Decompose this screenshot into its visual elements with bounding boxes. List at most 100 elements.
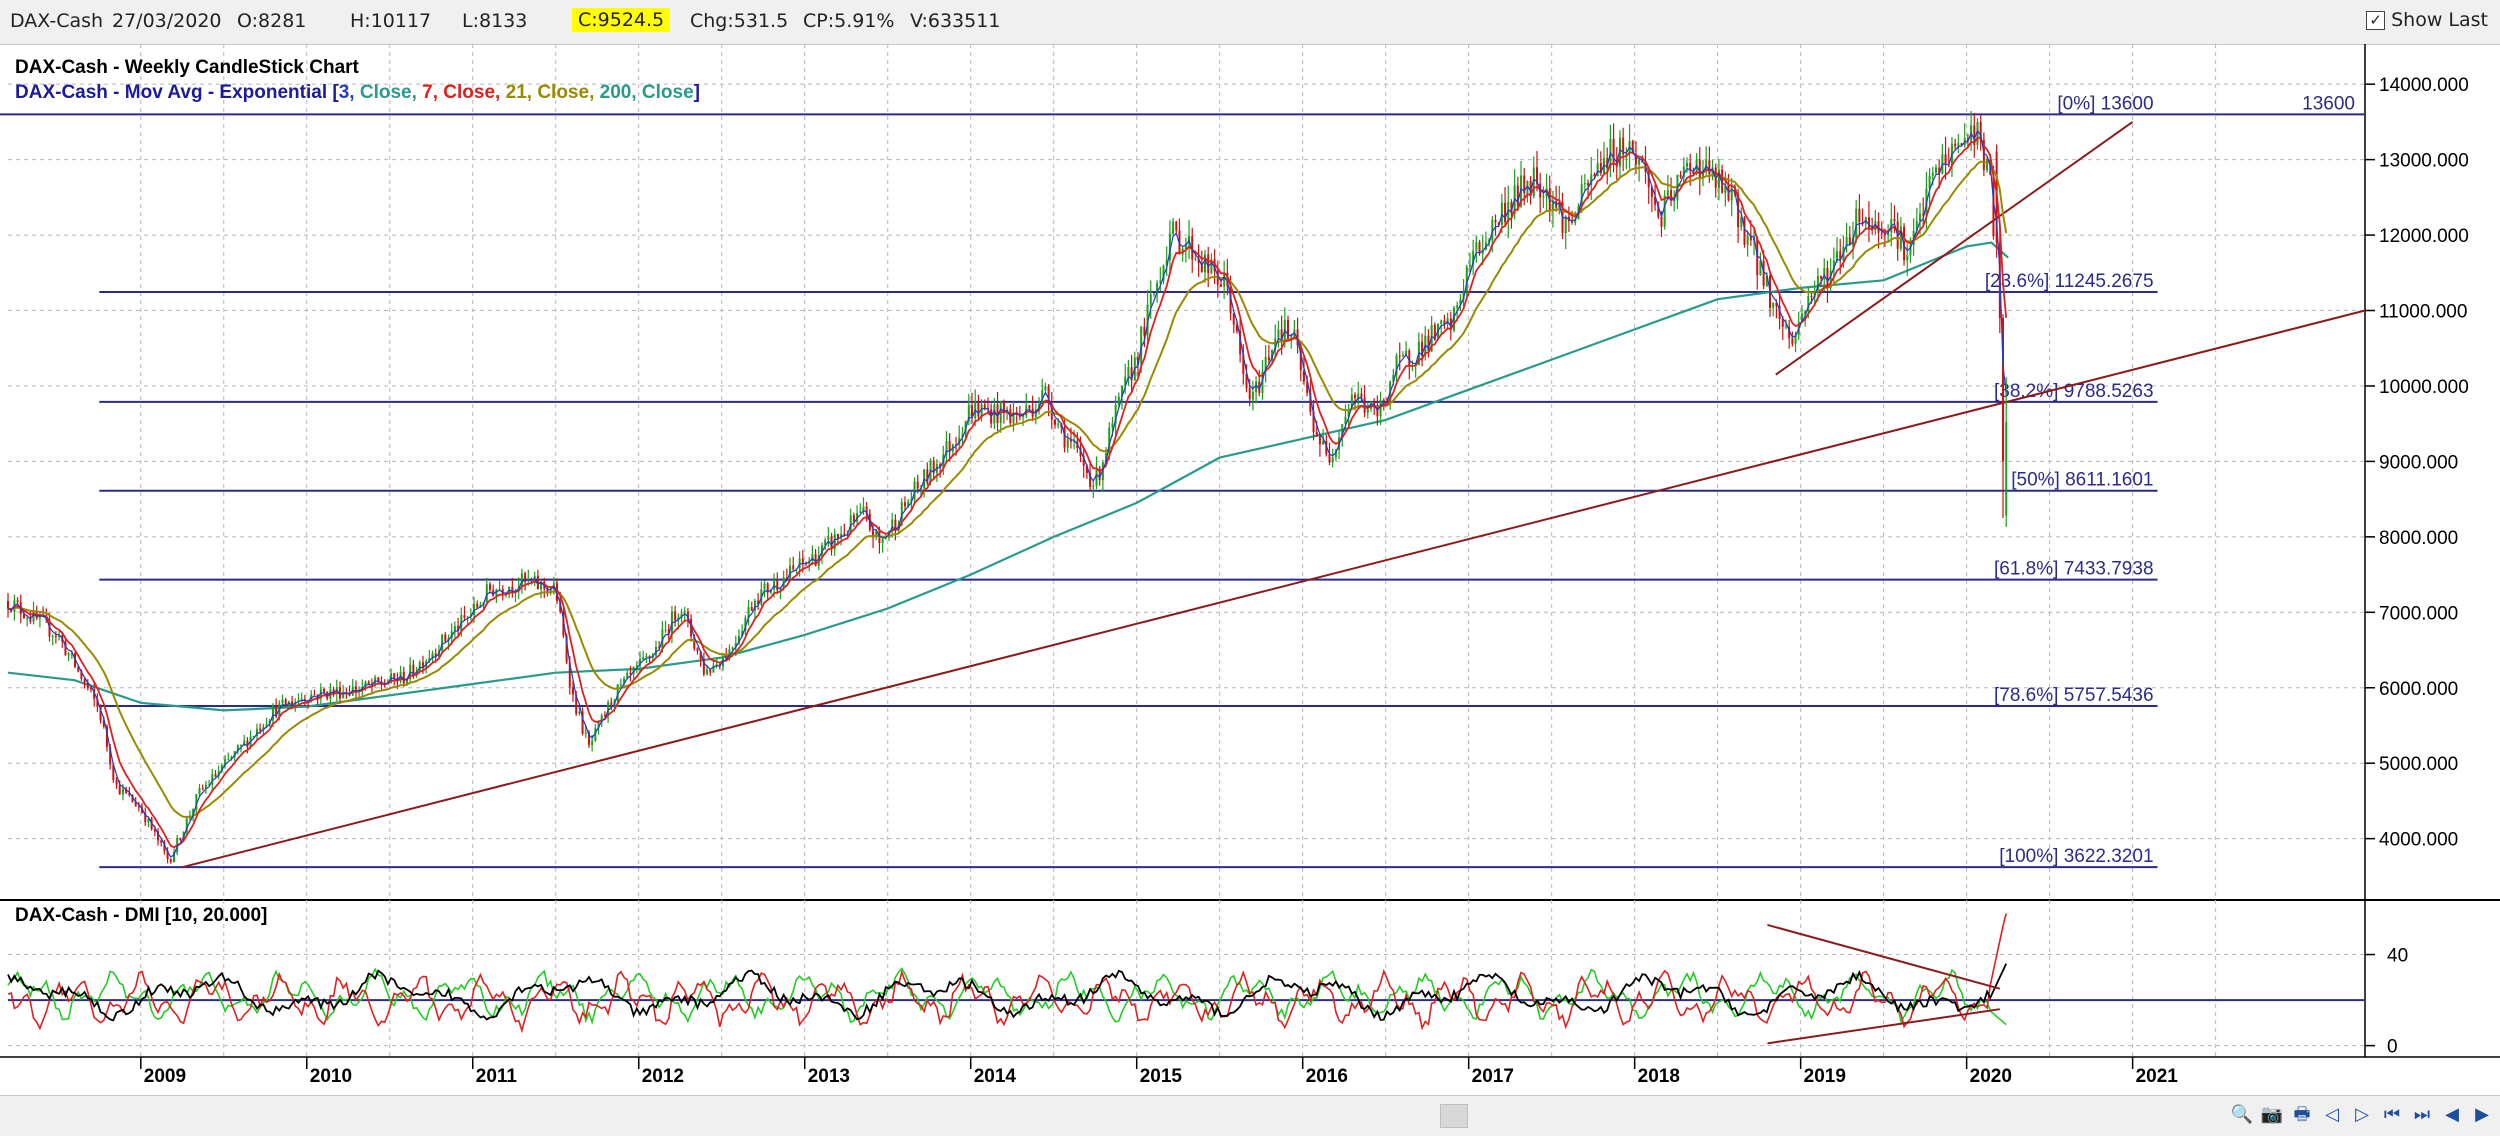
print-icon[interactable]: 🖶 xyxy=(2293,1104,2311,1125)
show-last-checkbox[interactable]: ✓ xyxy=(2366,10,2386,30)
candle xyxy=(188,810,191,821)
candle xyxy=(1922,197,1925,228)
candle-body xyxy=(1906,255,1909,261)
candle-body xyxy=(763,583,766,590)
candle-body xyxy=(1721,169,1724,193)
ma-legend: DAX-Cash - Mov Avg - Exponential [3, Clo… xyxy=(15,82,700,103)
candle xyxy=(1663,190,1666,230)
candle xyxy=(932,456,935,479)
candle xyxy=(1296,317,1299,354)
candle-body xyxy=(1679,174,1682,178)
candle-body xyxy=(1261,371,1264,393)
symbol-label: DAX-Cash xyxy=(10,10,104,32)
candle xyxy=(1504,187,1507,227)
scroll-end-icon[interactable]: ⏭ xyxy=(2413,1104,2431,1125)
candle xyxy=(1612,123,1615,173)
scroll-right-icon[interactable]: ⏮ xyxy=(2383,1104,2401,1125)
candle xyxy=(1452,305,1455,333)
candle-body xyxy=(744,617,747,631)
candle-body xyxy=(246,740,249,748)
show-last-toggle[interactable]: ✓ Show Last xyxy=(2366,9,2488,31)
forward-icon[interactable]: ▶ xyxy=(2475,1104,2489,1125)
back-icon[interactable]: ◀ xyxy=(2445,1104,2459,1125)
scroll-left-icon[interactable]: ▷ xyxy=(2355,1104,2369,1125)
candle xyxy=(1012,400,1015,432)
candle-body xyxy=(1248,388,1251,400)
candle-body xyxy=(1593,174,1596,177)
candle-body xyxy=(955,444,958,446)
candle-body xyxy=(172,852,175,863)
candle-body xyxy=(789,565,792,579)
candle xyxy=(1015,407,1018,424)
candle xyxy=(1443,314,1446,330)
candle xyxy=(859,503,862,514)
candle-body xyxy=(163,842,166,851)
candle xyxy=(1670,177,1673,207)
candle-body xyxy=(1255,381,1258,392)
scroll-thumb[interactable] xyxy=(1440,1104,1468,1128)
candle-body xyxy=(134,801,137,807)
candle xyxy=(1114,395,1117,437)
candle xyxy=(1200,250,1203,273)
scroll-start-icon[interactable]: ◁ xyxy=(2325,1104,2339,1125)
y-tick-label: 13000.000 xyxy=(2379,151,2469,172)
chart-canvas[interactable]: [0%] 13600 [23.6%] 11245.2675 [38.2%] 9788… xyxy=(0,44,2500,1095)
candle-body xyxy=(1928,176,1931,189)
candle-body xyxy=(562,611,565,636)
candle xyxy=(1172,217,1175,236)
candle-body xyxy=(195,794,198,810)
candle xyxy=(1510,199,1513,229)
candle xyxy=(1408,348,1411,380)
candle-body xyxy=(1405,350,1408,355)
candle-body xyxy=(1041,390,1044,405)
candle-body xyxy=(291,701,294,707)
candle xyxy=(1957,133,1960,154)
candle xyxy=(824,537,827,551)
candle xyxy=(93,681,96,707)
candle-body xyxy=(1915,221,1918,231)
candle xyxy=(1494,214,1497,236)
candle-body xyxy=(600,715,603,722)
candle-body xyxy=(907,501,910,507)
candle-body xyxy=(93,689,96,700)
screenshot-icon[interactable]: 📷 xyxy=(2260,1104,2284,1125)
candle-body xyxy=(112,764,115,781)
candle xyxy=(1188,219,1191,260)
candle-body xyxy=(830,536,833,550)
candle xyxy=(67,652,70,662)
candle-body xyxy=(1219,284,1222,287)
scroll-bar[interactable]: 🔍 📷 🖶 ◁ ▷ ⏮ ⏭ ◀ ▶ xyxy=(0,1095,2500,1136)
candle-body xyxy=(1028,405,1031,409)
candle-body xyxy=(1197,258,1200,264)
candle-body xyxy=(313,694,316,696)
candle-body xyxy=(1698,159,1701,179)
candle-body xyxy=(431,653,434,659)
candle-body xyxy=(80,671,83,679)
candle xyxy=(1539,172,1542,213)
candle xyxy=(1979,115,1982,151)
candle xyxy=(792,556,795,572)
candle xyxy=(1462,279,1465,310)
x-axis: 2009 2010 2011 2012 2013 2014 2015 2016 2017 2018… xyxy=(140,1057,2178,1087)
fib-right-marker: 13600 xyxy=(2302,93,2355,114)
candle xyxy=(1181,246,1184,262)
zoom-icon[interactable]: 🔍 xyxy=(2230,1104,2254,1125)
candle-body xyxy=(1666,190,1669,196)
candle-body xyxy=(865,506,868,514)
candle-body xyxy=(1689,162,1692,171)
candle xyxy=(891,512,894,538)
candle xyxy=(1858,194,1861,237)
candle xyxy=(463,605,466,622)
candle xyxy=(1727,173,1730,202)
candle-body xyxy=(70,653,73,655)
candle-body xyxy=(1136,357,1139,365)
candle-body xyxy=(520,573,523,587)
candle xyxy=(578,706,581,716)
candle xyxy=(1031,395,1034,422)
candle xyxy=(750,601,753,611)
candle-body xyxy=(894,519,897,531)
candle xyxy=(96,693,99,713)
candle xyxy=(1743,216,1746,248)
candle-body xyxy=(22,614,25,619)
candle-body xyxy=(1494,219,1497,223)
